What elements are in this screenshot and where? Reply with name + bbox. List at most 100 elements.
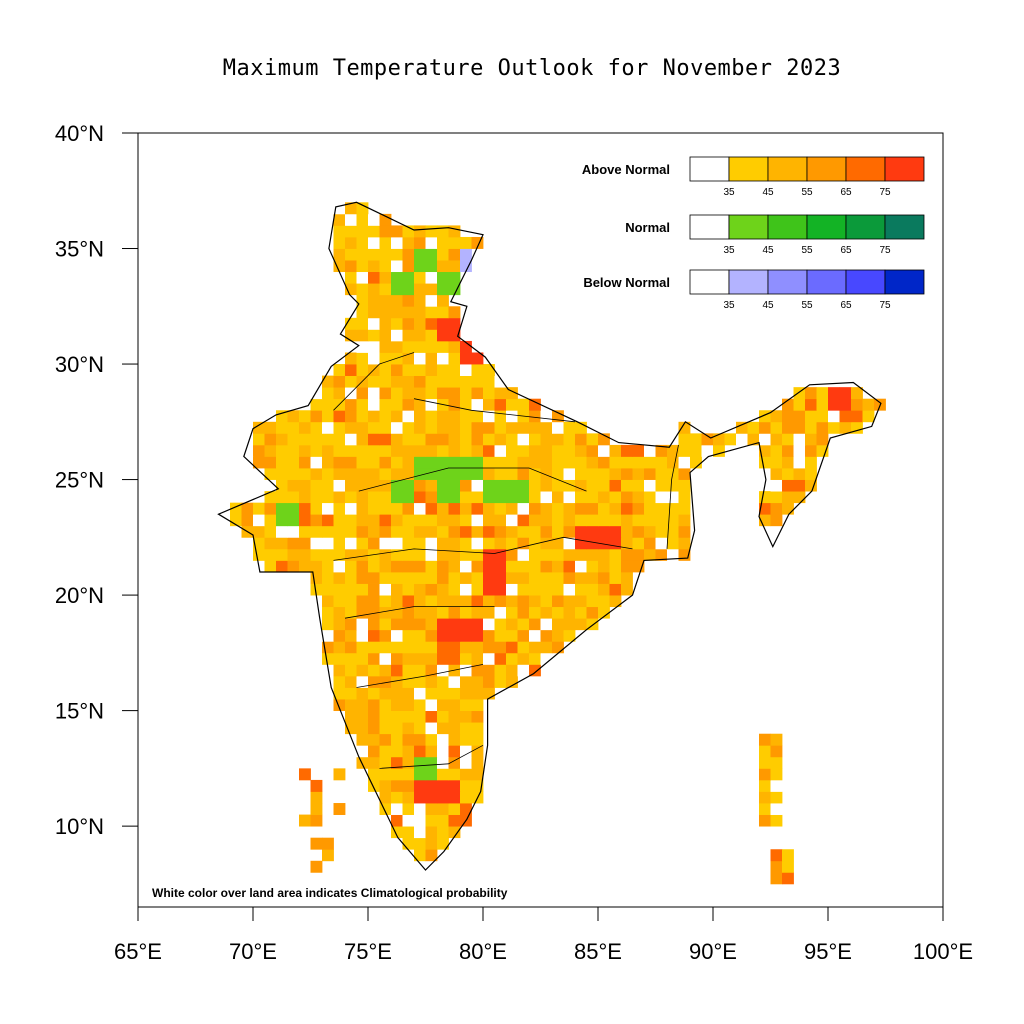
grid-cell — [402, 687, 415, 700]
grid-cell — [414, 236, 426, 249]
grid-cell — [437, 629, 449, 642]
grid-cell — [379, 699, 392, 712]
grid-cell — [379, 560, 392, 573]
grid-cell — [575, 595, 587, 608]
grid-cell — [333, 387, 346, 400]
grid-cell — [379, 306, 392, 319]
grid-cell — [586, 571, 599, 584]
grid-cell — [460, 387, 472, 400]
legend-tick-label: 35 — [723, 300, 735, 311]
grid-cell — [414, 560, 426, 573]
grid-cell — [414, 675, 426, 688]
grid-cell — [391, 502, 403, 515]
grid-cell — [448, 306, 461, 319]
grid-cell — [437, 606, 449, 619]
grid-cell — [437, 525, 449, 538]
grid-cell — [494, 421, 507, 434]
grid-cell — [448, 826, 461, 839]
grid-cell — [575, 548, 587, 561]
grid-cell — [333, 456, 346, 469]
grid-cell — [414, 271, 426, 284]
legend-swatch — [806, 156, 847, 182]
grid-cell — [529, 525, 541, 538]
grid-cell — [460, 340, 472, 353]
grid-cell — [379, 641, 392, 654]
grid-cell — [552, 456, 564, 469]
y-axis: 40°N 35°N 30°N 25°N 20°N 15°N 10°N — [55, 121, 138, 839]
grid-cell — [402, 456, 415, 469]
grid-cell — [471, 583, 484, 596]
grid-cell — [379, 525, 392, 538]
grid-cell — [310, 583, 323, 596]
grid-cell — [391, 294, 403, 307]
grid-cell — [529, 560, 541, 573]
grid-cell — [598, 479, 610, 492]
grid-cell — [448, 433, 461, 446]
grid-cell — [552, 479, 564, 492]
grid-cell — [437, 768, 449, 781]
grid-cell — [563, 514, 576, 527]
grid-cell — [310, 433, 323, 446]
grid-cell — [322, 571, 334, 584]
legend-label: Above Normal — [582, 162, 670, 177]
grid-cell — [621, 583, 633, 596]
grid-cell — [356, 710, 369, 723]
grid-cell — [621, 479, 633, 492]
grid-cell — [621, 502, 633, 515]
grid-cell — [517, 629, 530, 642]
grid-cell — [253, 502, 265, 515]
grid-cell — [667, 444, 679, 457]
grid-cell — [609, 548, 622, 561]
grid-cell — [345, 652, 357, 665]
grid-cell — [655, 514, 668, 527]
grid-cell — [345, 444, 357, 457]
grid-cell — [356, 479, 369, 492]
grid-cell — [368, 641, 380, 654]
grid-cell — [368, 583, 380, 596]
grid-cell — [379, 664, 392, 677]
grid-cell — [345, 456, 357, 469]
grid-cell — [253, 421, 265, 434]
grid-cell — [425, 421, 438, 434]
grid-cell — [414, 491, 426, 504]
grid-cell — [448, 803, 461, 815]
grid-cell — [391, 745, 403, 758]
grid-cell — [425, 248, 438, 261]
grid-cell — [391, 629, 403, 642]
grid-cell — [230, 514, 242, 527]
grid-cell — [414, 283, 426, 296]
grid-cell — [322, 548, 334, 561]
grid-cell — [402, 606, 415, 619]
grid-cell — [402, 641, 415, 654]
grid-cell — [322, 456, 334, 469]
grid-cell — [310, 387, 323, 400]
grid-cell — [517, 514, 530, 527]
grid-cell — [391, 387, 403, 400]
grid-cell — [747, 421, 760, 434]
grid-cell — [460, 364, 472, 376]
grid-cell — [402, 675, 415, 688]
grid-cell — [310, 421, 323, 434]
grid-cell — [368, 340, 380, 353]
grid-cell — [322, 537, 334, 550]
grid-cell — [368, 444, 380, 457]
grid-cell — [276, 421, 288, 434]
grid-cell — [517, 444, 530, 457]
grid-cell — [437, 687, 449, 700]
grid-cell — [414, 364, 426, 376]
probability-cells — [230, 202, 886, 885]
grid-cell — [448, 398, 461, 411]
grid-cell — [448, 387, 461, 400]
grid-cell — [517, 618, 530, 631]
grid-cell — [356, 618, 369, 631]
grid-cell — [586, 606, 599, 619]
grid-cell — [368, 618, 380, 631]
grid-cell — [862, 398, 875, 411]
grid-cell — [414, 225, 426, 238]
grid-cell — [483, 456, 495, 469]
grid-cell — [264, 537, 277, 550]
grid-cell — [460, 779, 472, 792]
grid-cell — [793, 444, 806, 457]
grid-cell — [368, 271, 380, 284]
grid-cell — [759, 502, 771, 515]
